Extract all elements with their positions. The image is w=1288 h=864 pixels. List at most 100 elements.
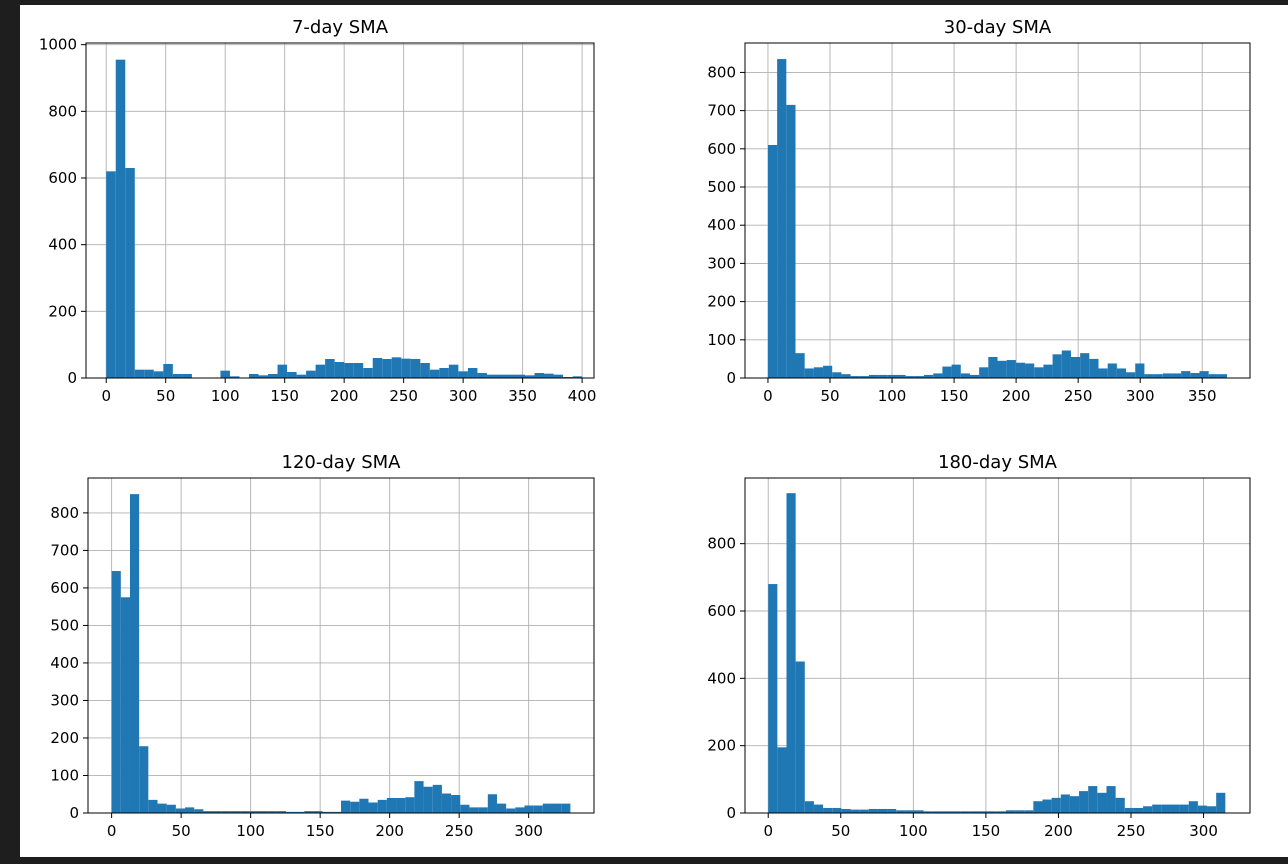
subplot-title: 120-day SMA xyxy=(282,452,402,473)
y-tick-label: 800 xyxy=(707,63,736,81)
histogram-bar xyxy=(496,803,507,813)
y-tick-label: 200 xyxy=(50,729,79,747)
histogram-bar xyxy=(823,807,833,813)
histogram-bar xyxy=(841,374,851,378)
histogram-bar xyxy=(841,808,851,813)
histogram-bar xyxy=(1005,810,1016,813)
x-tick-label: 100 xyxy=(878,387,907,405)
y-tick-label: 700 xyxy=(707,102,736,120)
y-tick-label: 800 xyxy=(707,535,736,553)
histogram-bar xyxy=(467,368,478,378)
x-tick-label: 250 xyxy=(389,387,418,405)
y-tick-label: 0 xyxy=(67,369,77,387)
x-tick-label: 50 xyxy=(831,822,850,840)
histogram-bar xyxy=(386,797,397,813)
y-tick-label: 400 xyxy=(48,236,77,254)
x-tick-label: 200 xyxy=(1044,822,1073,840)
subplot-sma-180: 0 50 100 150 200 250 300 0 200 400 600 800 180-day S… xyxy=(707,452,1251,840)
histogram-bar xyxy=(960,811,970,813)
x-tick-label: 100 xyxy=(899,822,928,840)
subplot-title: 30-day SMA xyxy=(944,17,1052,38)
histogram-bar xyxy=(1199,371,1209,378)
histogram-bar xyxy=(486,374,497,378)
y-tick-label: 500 xyxy=(50,616,79,634)
histogram-bar xyxy=(1188,801,1198,813)
histogram-bar xyxy=(572,376,583,378)
histogram-bar xyxy=(941,811,952,813)
y-tick-label: 1000 xyxy=(39,36,77,54)
histogram-bar xyxy=(997,360,1007,378)
histogram-bar xyxy=(859,809,869,813)
histogram-bar xyxy=(267,811,277,813)
histogram-bar xyxy=(1162,373,1172,378)
histogram-bar xyxy=(363,368,373,378)
histogram-bar xyxy=(979,367,989,378)
histogram-bar xyxy=(914,376,925,378)
histogram-bar xyxy=(1042,799,1052,813)
subplot-title: 180-day SMA xyxy=(938,452,1058,473)
histogram-bar xyxy=(230,811,241,813)
histogram-bar xyxy=(182,374,192,378)
histogram-bar xyxy=(1208,374,1218,378)
histogram-bar xyxy=(1033,801,1043,813)
histogram-bar xyxy=(405,797,415,813)
histogram-bar xyxy=(905,810,915,813)
histogram-bar xyxy=(372,358,383,378)
histogram-bar xyxy=(448,364,459,378)
histogram-bar xyxy=(1089,358,1099,378)
histogram-bar xyxy=(401,358,411,378)
histogram-figure: 0 50 100 150 200 250 300 350 400 0 200 400 600 800 100… xyxy=(39,17,1251,840)
histogram-bar xyxy=(359,798,369,813)
histogram-bar xyxy=(786,493,796,813)
x-tick-label: 100 xyxy=(211,387,240,405)
histogram-bar xyxy=(331,811,341,813)
histogram-bar xyxy=(487,794,497,813)
histogram-bar xyxy=(553,374,564,378)
histogram-bar xyxy=(306,370,316,378)
x-tick-label: 300 xyxy=(514,822,543,840)
histogram-bar xyxy=(258,811,268,813)
x-tick-label: 150 xyxy=(972,822,1001,840)
histogram-bar xyxy=(325,359,335,378)
histogram-bar xyxy=(1152,804,1162,813)
histogram-bar xyxy=(544,373,554,378)
x-tick-label: 350 xyxy=(508,387,537,405)
y-tick-label: 500 xyxy=(707,178,736,196)
histogram-bar xyxy=(441,793,452,813)
histogram-bar xyxy=(1170,804,1180,813)
x-tick-label: 150 xyxy=(306,822,335,840)
x-tick-label: 50 xyxy=(156,387,175,405)
histogram-bar xyxy=(768,584,778,813)
histogram-bar xyxy=(978,811,988,813)
histogram-bar xyxy=(1060,794,1070,813)
histogram-bar xyxy=(795,353,805,378)
subplot-title: 7-day SMA xyxy=(292,17,389,38)
histogram-bar xyxy=(1217,374,1228,378)
x-tick-label: 150 xyxy=(940,387,969,405)
histogram-bar xyxy=(924,374,934,378)
histogram-bar xyxy=(1126,372,1136,378)
histogram-bar xyxy=(505,374,516,378)
histogram-bar xyxy=(344,363,354,378)
histogram-bar xyxy=(767,144,778,378)
y-tick-label: 0 xyxy=(726,369,736,387)
histogram-bar xyxy=(157,803,167,813)
histogram-bar xyxy=(240,811,250,813)
histogram-bar xyxy=(969,811,979,813)
histogram-bar xyxy=(1069,796,1080,813)
histogram-bar xyxy=(1015,362,1026,378)
histogram-bar xyxy=(1181,371,1191,378)
histogram-bar xyxy=(561,803,571,813)
histogram-bar xyxy=(212,811,222,813)
y-tick-label: 400 xyxy=(707,216,736,234)
histogram-bar xyxy=(477,373,487,378)
histogram-bar xyxy=(1052,354,1062,378)
y-tick-label: 200 xyxy=(707,737,736,755)
histogram-bar xyxy=(203,811,213,813)
histogram-bar xyxy=(905,376,915,378)
y-tick-label: 600 xyxy=(50,579,79,597)
histogram-bar xyxy=(850,376,860,378)
histogram-bar xyxy=(268,374,278,378)
x-tick-label: 400 xyxy=(568,387,597,405)
histogram-bar xyxy=(277,364,288,378)
